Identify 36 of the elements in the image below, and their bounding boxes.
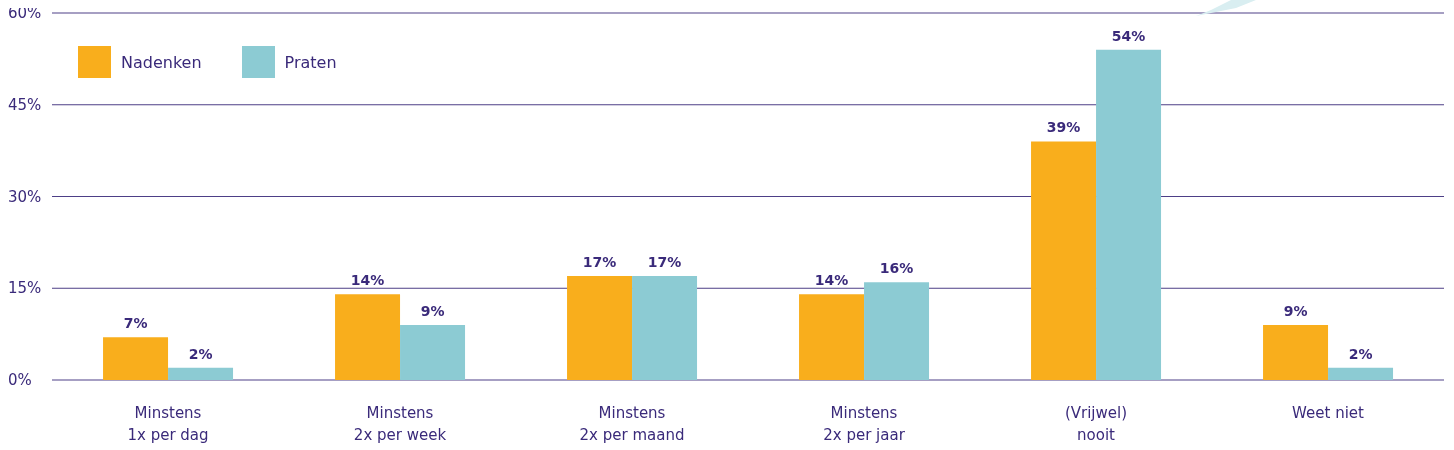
text: 2% — [188, 345, 213, 362]
y-tick-label: 45% — [8, 95, 42, 114]
bar — [103, 337, 169, 380]
bar — [864, 282, 930, 380]
bar — [1096, 49, 1162, 380]
text: 17% — [647, 254, 682, 271]
y-tick-label: 0% — [8, 371, 32, 389]
bar — [335, 294, 401, 380]
x-tick-label: Minstens 2x per week — [353, 404, 447, 444]
y-tick-label: 15% — [8, 279, 42, 298]
y-tick-label: 30% — [8, 187, 42, 206]
text: 2% — [1348, 345, 1373, 362]
text: 7% — [123, 315, 148, 332]
x-tick-label: (Vrijwel) nooit — [1064, 404, 1128, 444]
x-tick-label: Minstens 2x per jaar — [823, 404, 906, 444]
x-tick-label: Weet niet — [1292, 404, 1365, 422]
text: 54% — [1111, 27, 1146, 44]
text: 16% — [879, 260, 914, 277]
bar — [1263, 324, 1329, 380]
bar — [799, 294, 865, 380]
text: 39% — [1046, 119, 1081, 136]
legend-label: Nadenken — [121, 52, 202, 72]
text: 14% — [814, 272, 849, 289]
text: 9% — [1283, 302, 1308, 319]
bar — [632, 276, 698, 380]
x-tick-label: Minstens 2x per maand — [579, 404, 685, 444]
legend-label: Praten — [284, 52, 337, 72]
bar — [567, 276, 633, 380]
bar — [168, 367, 234, 380]
x-tick-label: Minstens 1x per dag — [127, 404, 209, 444]
bar — [400, 324, 466, 380]
bar — [1328, 367, 1394, 380]
text: 14% — [350, 272, 385, 289]
text: 9% — [420, 302, 445, 319]
text: 17% — [582, 254, 617, 271]
bar — [1031, 141, 1097, 380]
